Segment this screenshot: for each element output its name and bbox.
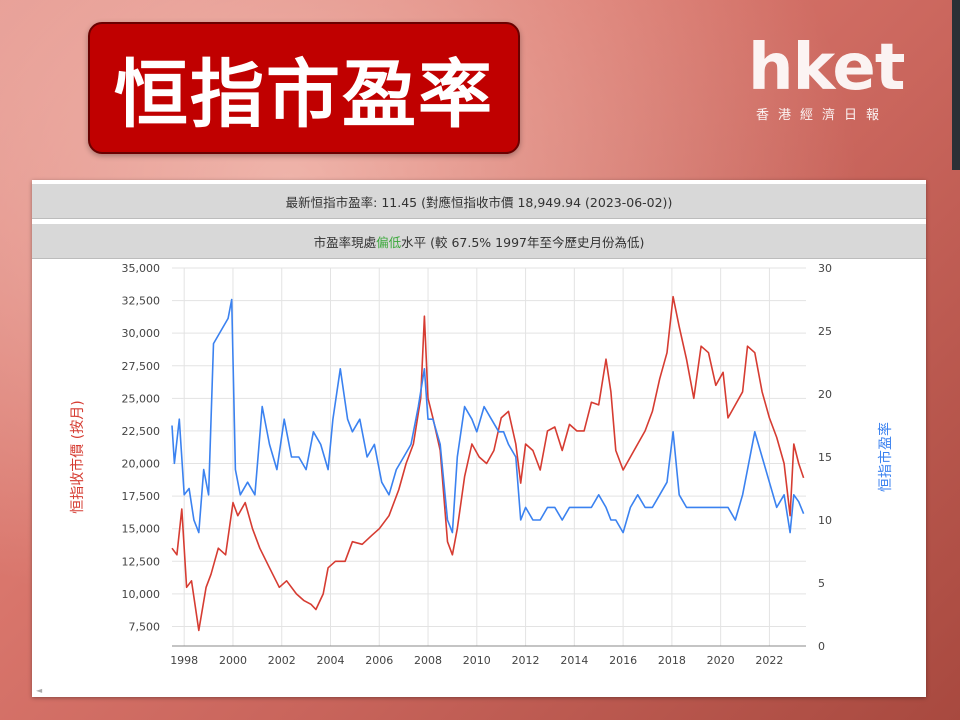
x-tick-label: 2008: [414, 654, 442, 667]
hket-logo: hket 香港經濟日報: [748, 36, 918, 126]
y-tick-label: 32,500: [122, 295, 161, 308]
y-tick-label: 35,000: [122, 262, 161, 275]
y2-tick-label: 10: [818, 514, 832, 527]
y-tick-label: 20,000: [122, 458, 161, 471]
x-tick-label: 2000: [219, 654, 247, 667]
x-tick-label: 2006: [365, 654, 393, 667]
pe-series-line: [171, 298, 805, 534]
y-axis-title: 恒指收市價 (按月): [69, 400, 86, 513]
y2-tick-label: 0: [818, 640, 825, 653]
logo-subtitle: 香港經濟日報: [756, 108, 889, 123]
latest-pe-bar: 最新恒指市盈率: 11.45 (對應恒指收市價 18,949.94 (2023-…: [32, 184, 926, 219]
pe-level-pre: 市盈率現處: [313, 234, 377, 250]
index-series-line: [171, 295, 805, 632]
latest-pe-text: 最新恒指市盈率: 11.45 (對應恒指收市價 18,949.94 (2023-…: [285, 194, 673, 210]
pe-chart: 1998 2000 2002 2004 2006 2008 2010 2012 2014 2016…: [69, 262, 894, 667]
y2-tick-label: 15: [818, 451, 832, 464]
x-tick-label: 2016: [609, 654, 637, 667]
x-tick-label: 2002: [268, 654, 296, 667]
y2-axis-title: 恒指市盈率: [877, 422, 894, 492]
page-title: 恒指市盈率: [114, 51, 494, 138]
y-tick-label: 22,500: [122, 425, 161, 438]
y-tick-label: 30,000: [122, 327, 161, 340]
x-tick-label: 2014: [560, 654, 588, 667]
chart-panel: 最新恒指市盈率: 11.45 (對應恒指收市價 18,949.94 (2023-…: [32, 180, 926, 697]
y-tick-label: 25,000: [122, 392, 161, 405]
y-tick-label: 10,000: [122, 588, 161, 601]
y-tick-label: 12,500: [122, 555, 161, 568]
y-tick-label: 27,500: [122, 360, 161, 373]
pe-level-badge: 偏低: [376, 234, 402, 250]
scroll-left-icon: ◄: [36, 686, 43, 695]
x-tick-label: 2010: [463, 654, 491, 667]
x-tick-label: 2018: [658, 654, 686, 667]
y-tick-label: 17,500: [122, 490, 161, 503]
y2-tick-label: 25: [818, 325, 832, 338]
y2-tick-label: 20: [818, 388, 832, 401]
y2-tick-label: 5: [818, 577, 825, 590]
x-tick-label: 2004: [317, 654, 345, 667]
pe-level-post: 水平 (較 67.5% 1997年至今歷史月份為低): [401, 234, 645, 250]
y-tick-label: 7,500: [129, 620, 161, 633]
x-tick-label: 2020: [707, 654, 735, 667]
x-tick-label: 1998: [170, 654, 198, 667]
y-tick-label: 15,000: [122, 523, 161, 536]
y2-tick-label: 30: [818, 262, 832, 275]
title-box: 恒指市盈率: [88, 22, 520, 154]
edge-strip: [952, 0, 960, 170]
logo-wordmark: hket: [748, 31, 905, 105]
x-tick-label: 2012: [512, 654, 540, 667]
x-tick-label: 2022: [755, 654, 783, 667]
pe-level-bar: 市盈率現處 偏低 水平 (較 67.5% 1997年至今歷史月份為低): [32, 224, 926, 259]
